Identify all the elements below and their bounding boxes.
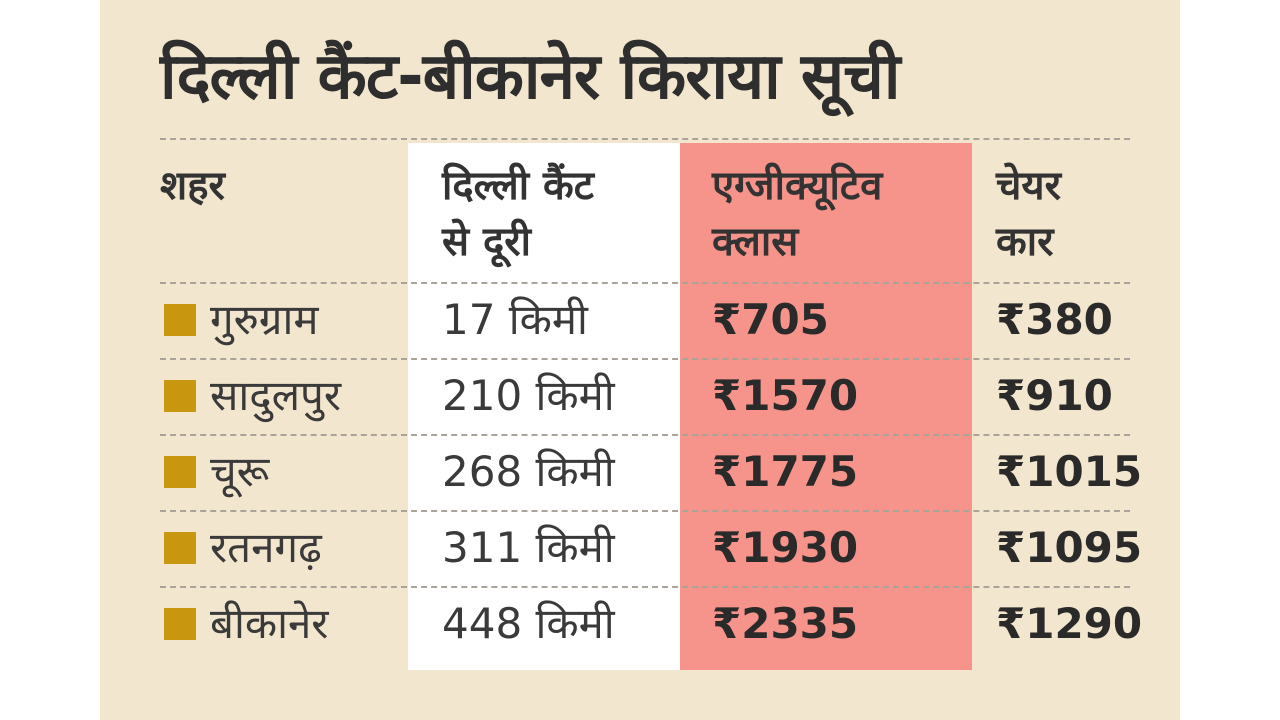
row-bullet-icon — [164, 608, 196, 640]
row-divider — [160, 434, 1130, 436]
header-divider — [160, 282, 1130, 284]
row-divider — [160, 586, 1130, 588]
title-divider — [160, 138, 1130, 140]
row-divider — [160, 510, 1130, 512]
row-divider — [160, 358, 1130, 360]
distance-cell: 448 किमी — [442, 599, 615, 648]
chair-car-fare-cell: ₹1095 — [996, 523, 1143, 572]
city-cell: चूरू — [210, 447, 270, 496]
chair-car-fare-cell: ₹380 — [996, 295, 1113, 344]
chair-car-fare-cell: ₹1015 — [996, 447, 1143, 496]
row-bullet-icon — [164, 456, 196, 488]
city-cell: बीकानेर — [210, 599, 329, 648]
city-cell: रतनगढ़ — [210, 523, 322, 572]
header-city: शहर — [160, 163, 225, 209]
chair-car-fare-cell: ₹910 — [996, 371, 1113, 420]
city-cell: गुरुग्राम — [210, 295, 319, 344]
executive-fare-cell: ₹2335 — [712, 599, 859, 648]
executive-fare-cell: ₹705 — [712, 295, 829, 344]
city-cell: सादुलपुर — [210, 371, 342, 420]
distance-column-background — [408, 143, 680, 670]
distance-cell: 210 किमी — [442, 371, 615, 420]
chair-car-fare-cell: ₹1290 — [996, 599, 1143, 648]
row-bullet-icon — [164, 380, 196, 412]
executive-fare-cell: ₹1570 — [712, 371, 859, 420]
distance-cell: 311 किमी — [442, 523, 615, 572]
header-distance: दिल्ली कैंट से दूरी — [442, 163, 594, 265]
executive-fare-cell: ₹1930 — [712, 523, 859, 572]
header-chair-car: चेयर कार — [996, 163, 1061, 265]
distance-cell: 268 किमी — [442, 447, 615, 496]
row-bullet-icon — [164, 532, 196, 564]
header-executive-class: एग्जीक्यूटिव क्लास — [712, 163, 883, 265]
executive-fare-cell: ₹1775 — [712, 447, 859, 496]
executive-column-background — [680, 143, 972, 670]
row-bullet-icon — [164, 304, 196, 336]
distance-cell: 17 किमी — [442, 295, 588, 344]
table-title: दिल्ली कैंट-बीकानेर किराया सूची — [160, 40, 900, 114]
